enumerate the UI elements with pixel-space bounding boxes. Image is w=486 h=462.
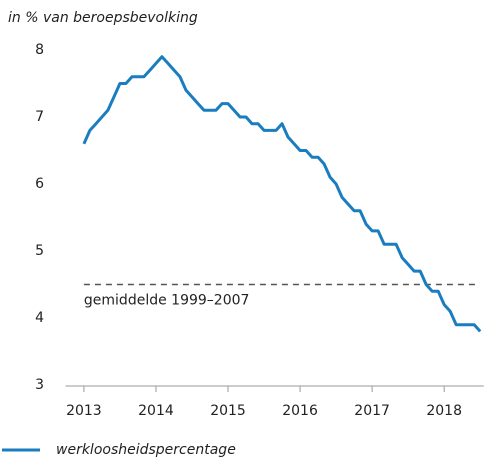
x-tick-label: 2015: [210, 403, 246, 419]
legend-label: werkloosheidspercentage: [56, 442, 236, 458]
y-tick-label: 6: [35, 176, 44, 192]
y-tick-label: 4: [35, 310, 44, 326]
x-tick-label: 2013: [66, 403, 102, 419]
reference-label: gemiddelde 1999–2007: [84, 293, 250, 309]
y-tick-label: 5: [35, 243, 44, 259]
y-tick-label: 3: [35, 377, 44, 393]
x-tick-label: 2016: [282, 403, 318, 419]
x-tick-label: 2017: [354, 403, 390, 419]
y-tick-label: 8: [35, 42, 44, 58]
y-tick-label: 7: [35, 109, 44, 125]
data-line: [82, 55, 482, 333]
y-axis-label: in % van beroepsbevolking: [8, 10, 198, 26]
x-tick-label: 2014: [138, 403, 174, 419]
x-tick-label: 2018: [426, 403, 462, 419]
